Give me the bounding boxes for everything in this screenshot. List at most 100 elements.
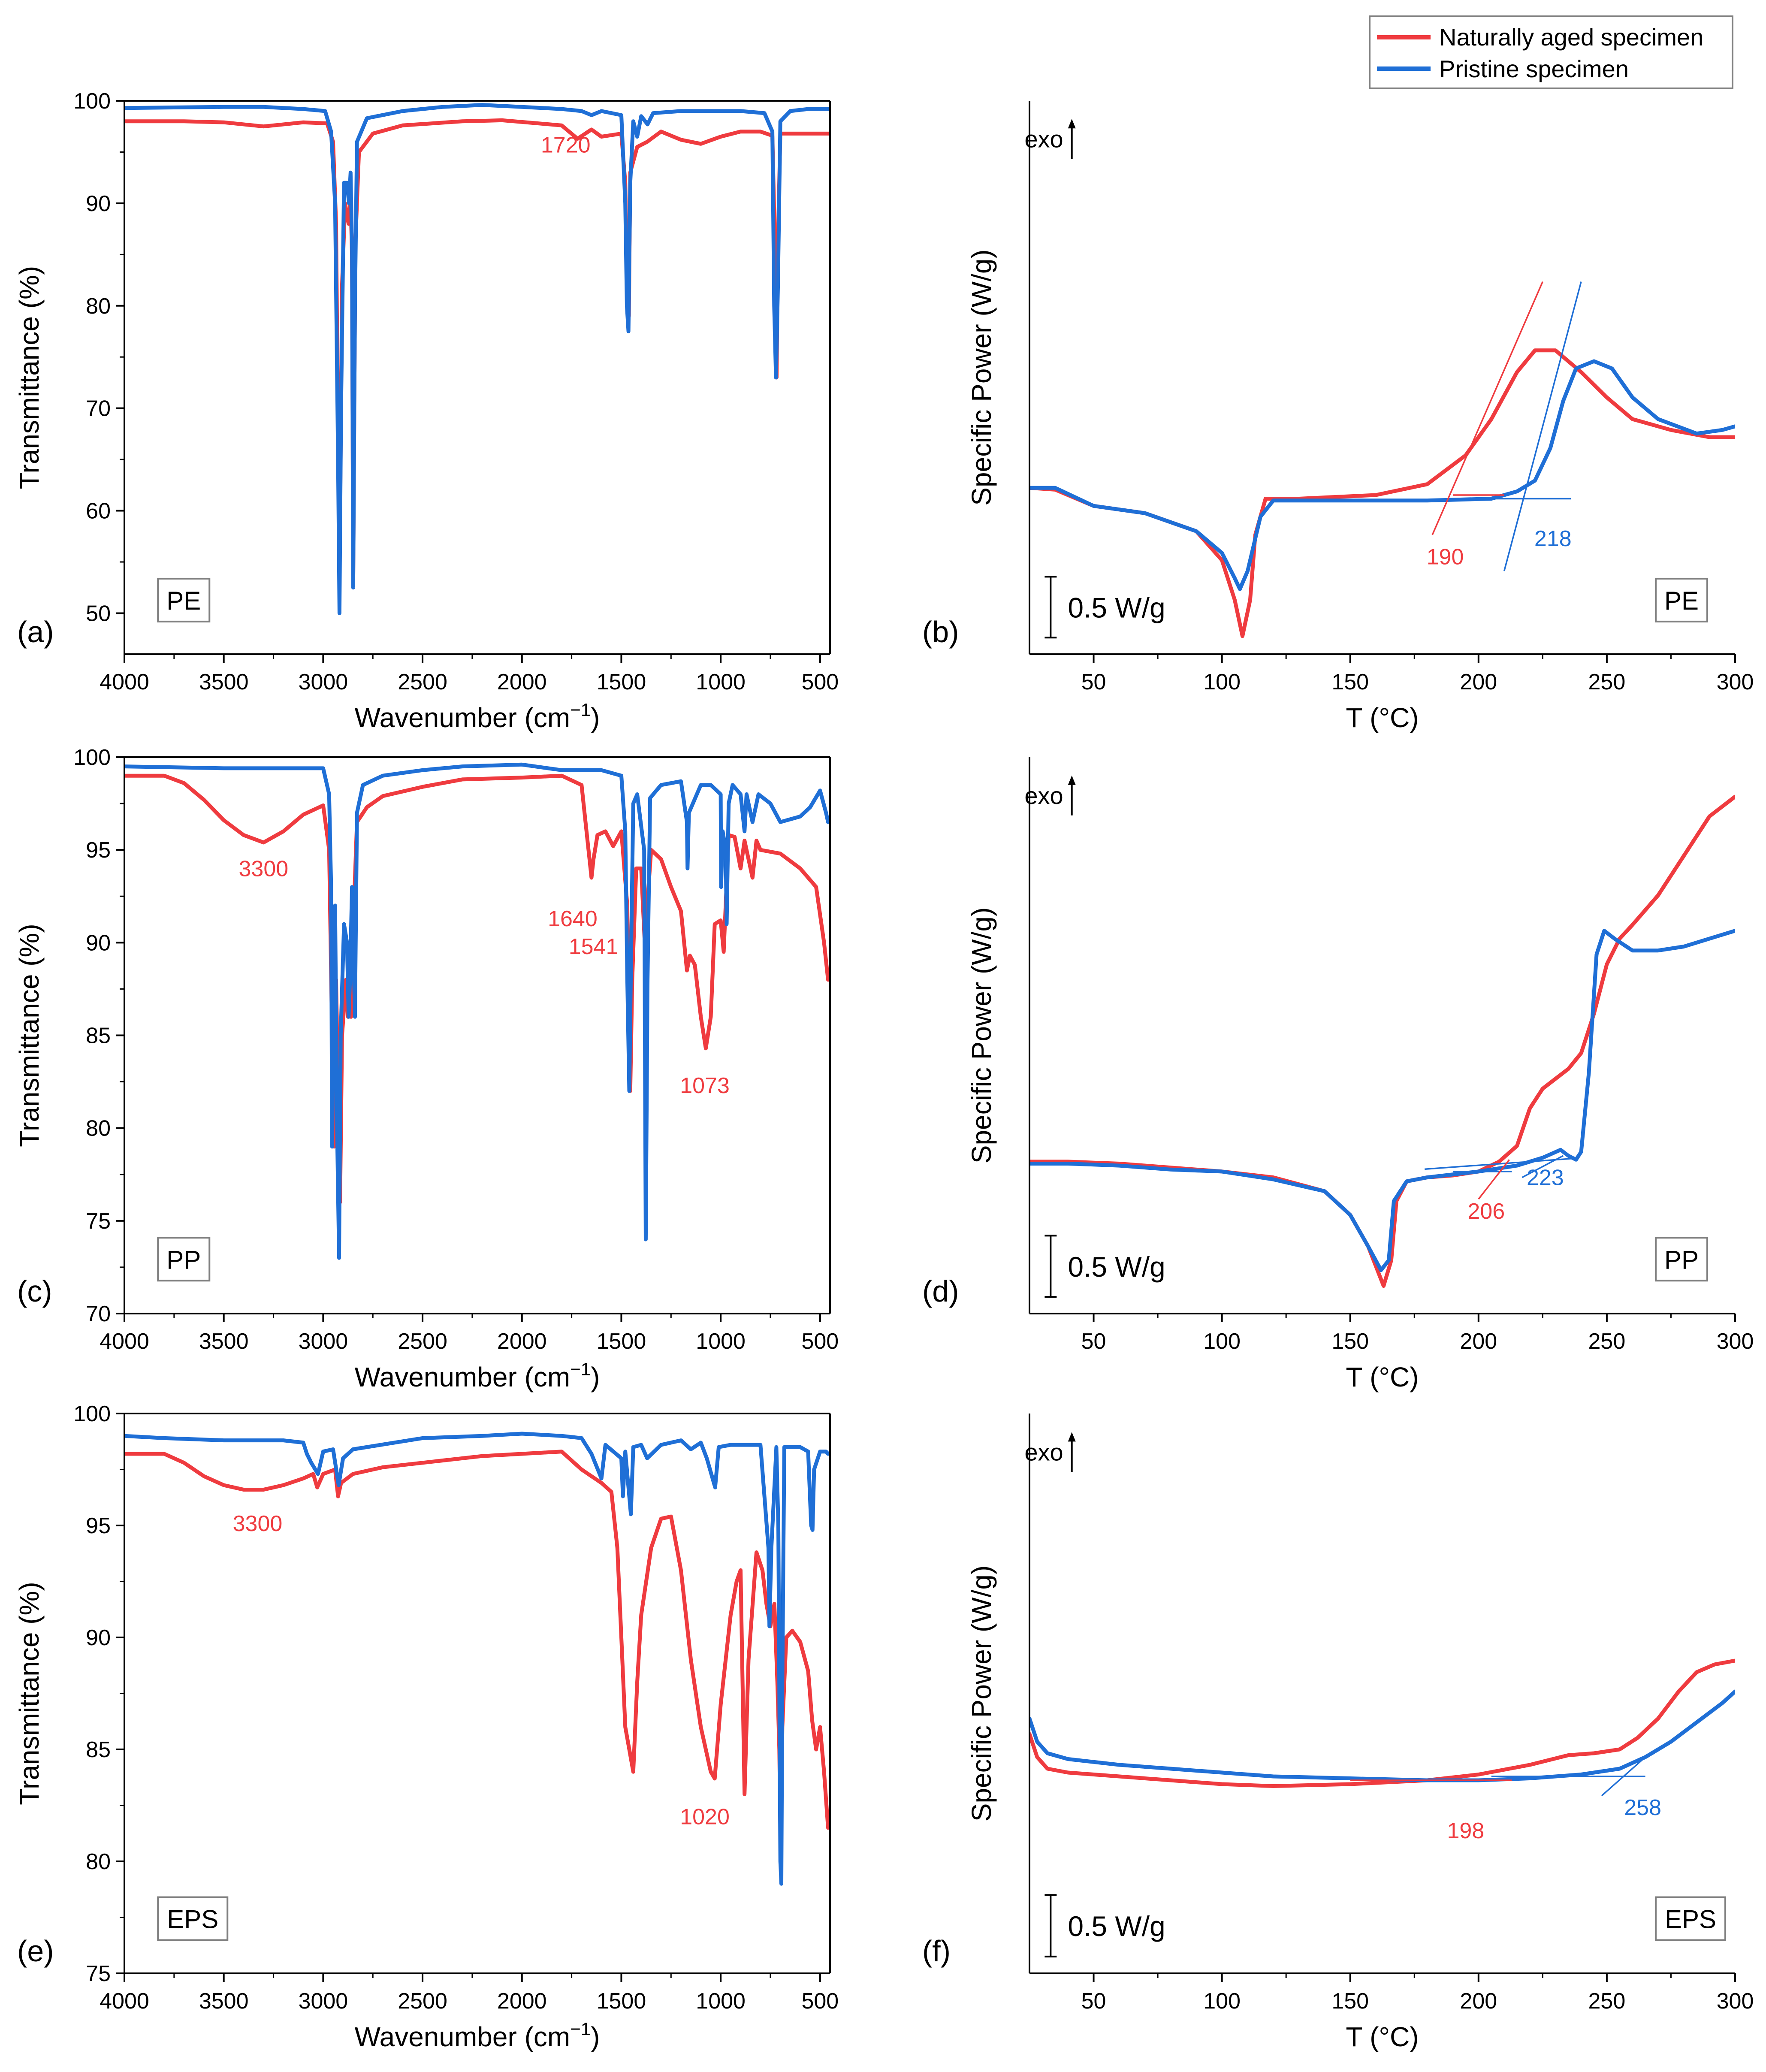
y-tick-label: 80 (86, 294, 111, 319)
annotation-label: 1020 (680, 1805, 730, 1830)
tangent-line-aged (1478, 1159, 1510, 1200)
y-tick-label: 75 (86, 1961, 111, 1986)
y-axis-label: Transmittance (%) (14, 1582, 45, 1805)
annotation-label: 1640 (548, 906, 598, 931)
x-tick-label: 100 (1203, 1989, 1241, 2014)
x-tick-label: 2500 (398, 1989, 447, 2014)
material-tag-box (1655, 1896, 1727, 1941)
annotation-label: 258 (1624, 1795, 1661, 1820)
panel-label: (d) (922, 1275, 959, 1308)
x-tick-label: 2000 (497, 1329, 547, 1354)
annotation-label: 1720 (541, 133, 591, 158)
y-axis-label: Specific Power (W/g) (966, 907, 997, 1163)
x-tick-label: 150 (1331, 670, 1369, 695)
material-tag: EPS (167, 1905, 218, 1934)
series-line-pristine (1029, 359, 1735, 591)
x-axis-label: T (°C) (1346, 2021, 1419, 2052)
x-tick-label: 3000 (299, 670, 348, 695)
x-tick-label: 3500 (199, 670, 249, 695)
x-tick-label: 1000 (696, 670, 746, 695)
x-axis-label: Wavenumber (cm−1) (355, 700, 600, 733)
tangent-line-pristine (1521, 1155, 1564, 1178)
y-tick-label: 85 (86, 1024, 111, 1048)
x-axis-label: Wavenumber (cm−1) (355, 2019, 600, 2052)
x-tick-label: 1500 (597, 670, 646, 695)
x-tick-label: 100 (1203, 670, 1241, 695)
y-tick-label: 85 (86, 1737, 111, 1762)
series-line-aged (1029, 1658, 1735, 1788)
y-axis-label: Transmittance (%) (14, 266, 45, 489)
annotation-label: 206 (1467, 1199, 1505, 1224)
y-tick-label: 95 (86, 838, 111, 863)
annotation-label: 223 (1527, 1166, 1564, 1190)
x-tick-label: 2500 (398, 1329, 447, 1354)
x-tick-label: 3500 (199, 1329, 249, 1354)
exo-label: exo (1024, 1438, 1063, 1465)
x-tick-label: 150 (1331, 1329, 1369, 1354)
scale-bar-label: 0.5 W/g (1068, 1910, 1165, 1942)
panel-label: (c) (17, 1275, 52, 1308)
y-axis-label: Specific Power (W/g) (966, 249, 997, 505)
annotation-label: 198 (1447, 1818, 1485, 1843)
x-tick-label: 50 (1081, 670, 1106, 695)
x-tick-label: 1000 (696, 1329, 746, 1354)
x-tick-label: 300 (1717, 1329, 1754, 1354)
tangent-line-pristine (1601, 1756, 1646, 1797)
x-tick-label: 500 (801, 1989, 839, 2014)
x-tick-label: 4000 (100, 1329, 149, 1354)
y-tick-label: 95 (86, 1513, 111, 1538)
y-tick-label: 90 (86, 191, 111, 216)
x-tick-label: 1000 (696, 1989, 746, 2014)
x-tick-label: 50 (1081, 1989, 1106, 2014)
x-tick-label: 250 (1588, 670, 1626, 695)
scale-bar-label: 0.5 W/g (1068, 1251, 1165, 1283)
annotation-label: 1073 (680, 1073, 730, 1098)
x-tick-label: 200 (1460, 1989, 1497, 2014)
series-line-pristine (124, 1432, 830, 1886)
tangent-line-pristine (1503, 281, 1582, 571)
annotation-label: 190 (1427, 544, 1464, 569)
panel-d-dsc-pp: 50 100 150 200 250 300 T (°C) Specific Power (W… (922, 757, 1754, 1392)
y-tick-label: 100 (73, 745, 111, 770)
legend: Naturally aged specimen Pristine specime… (1369, 15, 1733, 89)
x-tick-label: 3000 (299, 1329, 348, 1354)
x-tick-label: 2000 (497, 670, 547, 695)
x-axis-label: Wavenumber (cm−1) (355, 1359, 600, 1392)
exo-arrow-icon (1068, 119, 1076, 129)
annotation-label: 3300 (239, 856, 289, 881)
y-tick-label: 90 (86, 930, 111, 955)
exo-label: exo (1024, 125, 1063, 152)
x-axis-label: T (°C) (1346, 702, 1419, 733)
y-tick-label: 90 (86, 1625, 111, 1650)
panel-label: (a) (17, 615, 54, 649)
panel-label: (f) (922, 1934, 951, 1968)
material-tag-box (1655, 1237, 1709, 1282)
material-tag-box (157, 1896, 229, 1941)
y-tick-label: 80 (86, 1849, 111, 1874)
x-tick-label: 250 (1588, 1989, 1626, 2014)
exo-arrow-icon (1068, 1432, 1076, 1442)
y-tick-label: 70 (86, 396, 111, 421)
x-tick-label: 200 (1460, 670, 1497, 695)
panel-label: (b) (922, 615, 959, 649)
exo-label: exo (1024, 782, 1063, 809)
material-tag: EPS (1665, 1905, 1716, 1934)
material-tag: PE (166, 586, 201, 615)
series-group (124, 762, 830, 1260)
y-tick-label: 100 (73, 1401, 111, 1426)
material-tag: PP (1664, 1245, 1699, 1274)
x-tick-label: 3500 (199, 1989, 249, 2014)
x-tick-label: 2000 (497, 1989, 547, 2014)
y-axis-label: Transmittance (%) (14, 924, 45, 1147)
annotation-label: 1541 (569, 934, 619, 959)
exo-arrow-icon (1068, 775, 1076, 785)
annotation-label: 218 (1534, 526, 1572, 551)
x-tick-label: 200 (1460, 1329, 1497, 1354)
x-tick-label: 100 (1203, 1329, 1241, 1354)
tangent-line-aged (1431, 281, 1543, 535)
material-tag-box (157, 1237, 211, 1282)
series-group (124, 103, 830, 615)
panel-e-ftir-eps: 4000 3500 3000 2500 2000 1500 1000 500 75 80 85 90 9… (14, 1401, 839, 2052)
